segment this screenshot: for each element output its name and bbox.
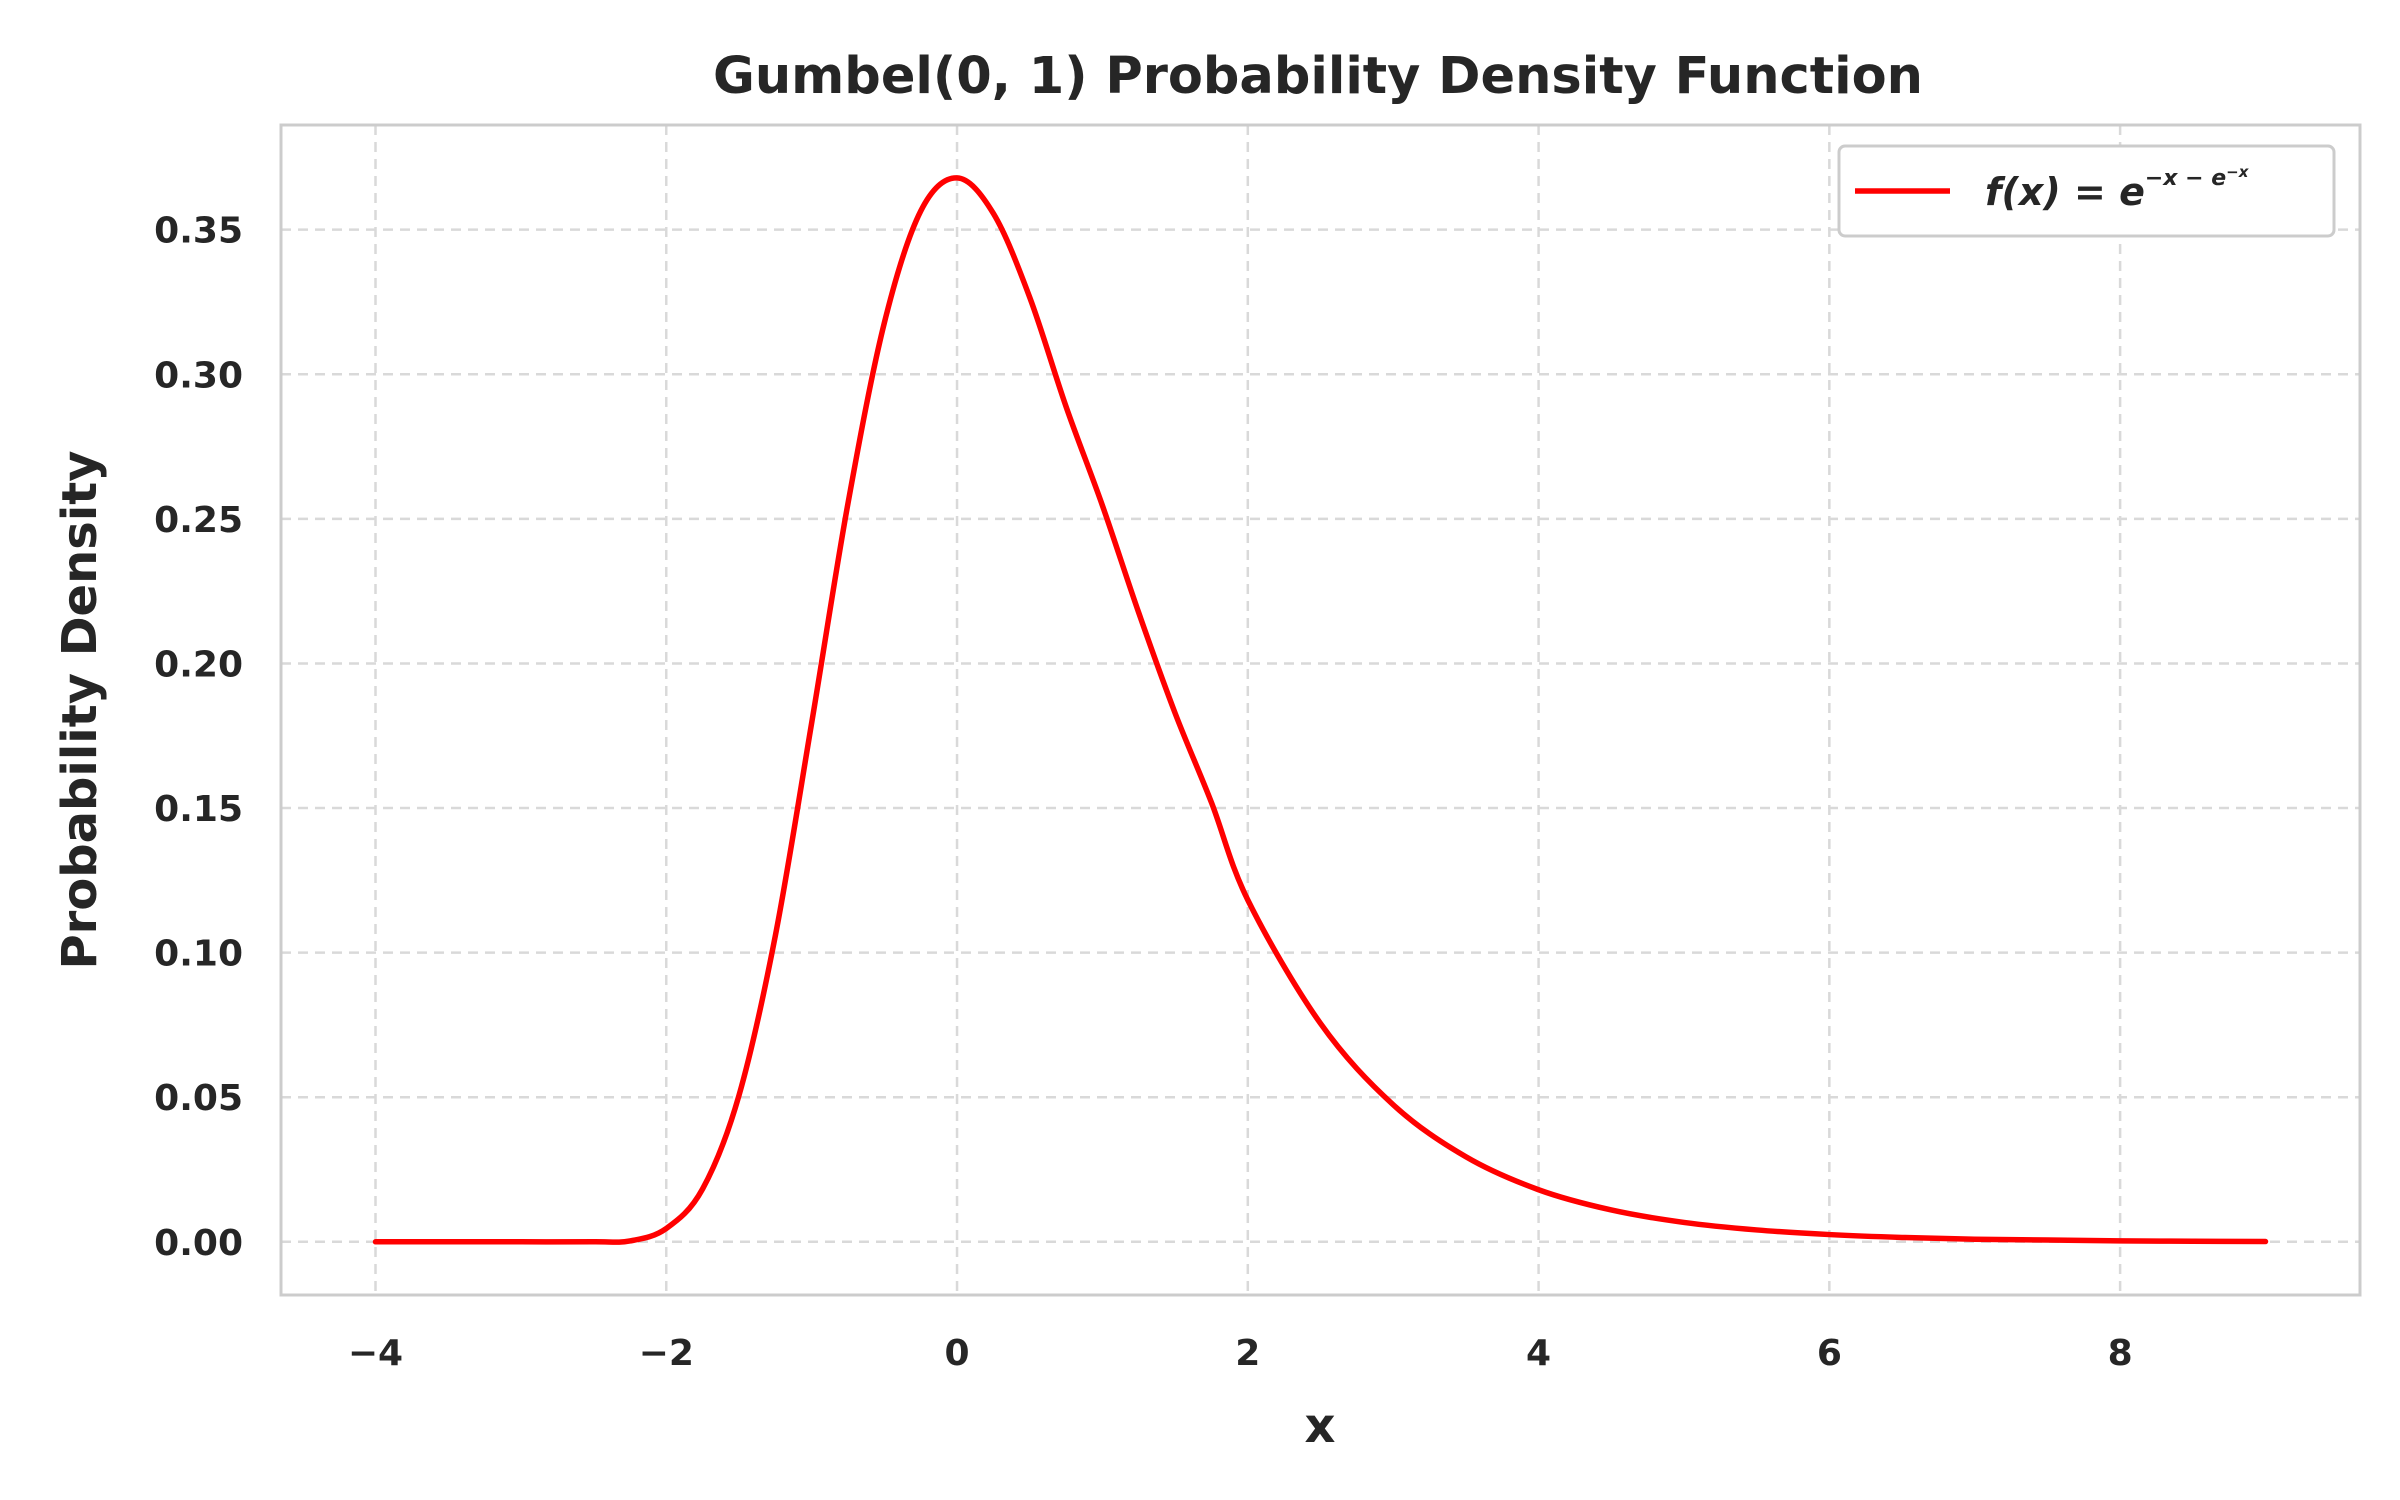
legend: f(x) = e−x − e−x xyxy=(1837,144,2336,238)
x-tick-label: 8 xyxy=(2108,1333,2133,1374)
y-tick-label: 0.10 xyxy=(154,934,243,975)
x-tick-label: 0 xyxy=(945,1333,970,1374)
grid xyxy=(281,125,2360,1295)
y-tick-label: 0.20 xyxy=(154,644,243,685)
y-axis-label: Probability Density xyxy=(52,450,108,969)
x-tick-label: −4 xyxy=(348,1333,403,1374)
chart-title: Gumbel(0, 1) Probability Density Functio… xyxy=(713,47,1923,106)
x-axis-ticks: −4 −2 0 2 4 6 8 xyxy=(348,1333,2133,1374)
x-axis-label: x xyxy=(1305,1398,1336,1454)
series-line-gumbel-pdf xyxy=(372,175,2269,1245)
y-tick-label: 0.05 xyxy=(154,1078,243,1119)
y-tick-label: 0.30 xyxy=(154,355,243,396)
x-tick-label: −2 xyxy=(639,1333,694,1374)
y-tick-label: 0.00 xyxy=(154,1223,243,1264)
y-tick-label: 0.15 xyxy=(154,789,243,830)
x-tick-label: 2 xyxy=(1235,1333,1260,1374)
y-tick-label: 0.25 xyxy=(154,500,243,541)
y-axis-ticks: 0.00 0.05 0.10 0.15 0.20 0.25 0.30 0.35 xyxy=(154,211,243,1264)
legend-label-main: f(x) = e xyxy=(1985,170,2145,214)
plot-area xyxy=(279,123,2362,1297)
legend-box xyxy=(1837,144,2336,238)
legend-label-exponent-2: −x xyxy=(2226,163,2250,181)
x-tick-label: 4 xyxy=(1526,1333,1551,1374)
x-tick-label: 6 xyxy=(1817,1333,1842,1374)
y-tick-label: 0.35 xyxy=(154,211,243,252)
legend-label-exponent: −x − e xyxy=(2145,166,2226,191)
legend-label: f(x) = e−x − e−x xyxy=(1985,163,2250,214)
